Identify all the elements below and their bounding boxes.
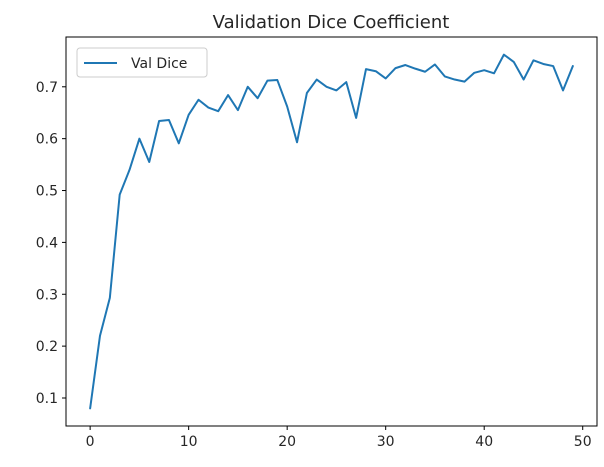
x-tick-label: 10	[180, 434, 198, 450]
y-tick-label: 0.3	[36, 287, 58, 303]
y-tick-label: 0.5	[36, 184, 58, 200]
x-tick-label: 50	[574, 434, 592, 450]
legend-box	[76, 47, 208, 78]
chart-title: Validation Dice Coefficient	[213, 12, 450, 33]
series-line-val-dice	[89, 53, 574, 410]
y-tick-label: 0.1	[36, 391, 58, 407]
y-tick-label: 0.6	[36, 132, 58, 148]
x-tick-label: 20	[278, 434, 296, 450]
plot-area	[65, 36, 598, 427]
x-tick-label: 0	[86, 434, 95, 450]
y-tick-label: 0.2	[36, 339, 58, 355]
y-axis: 0.1 0.2 0.3 0.4 0.5 0.6 0.7	[36, 80, 66, 407]
x-tick-label: 30	[377, 434, 395, 450]
x-tick-label: 40	[475, 434, 493, 450]
series-group	[89, 53, 574, 410]
y-tick-label: 0.7	[36, 80, 58, 96]
legend-label: Val Dice	[131, 56, 187, 72]
x-axis: 0 10 20 30 40 50	[86, 426, 592, 450]
y-tick-label: 0.4	[36, 235, 58, 251]
legend: Val Dice	[76, 47, 208, 78]
